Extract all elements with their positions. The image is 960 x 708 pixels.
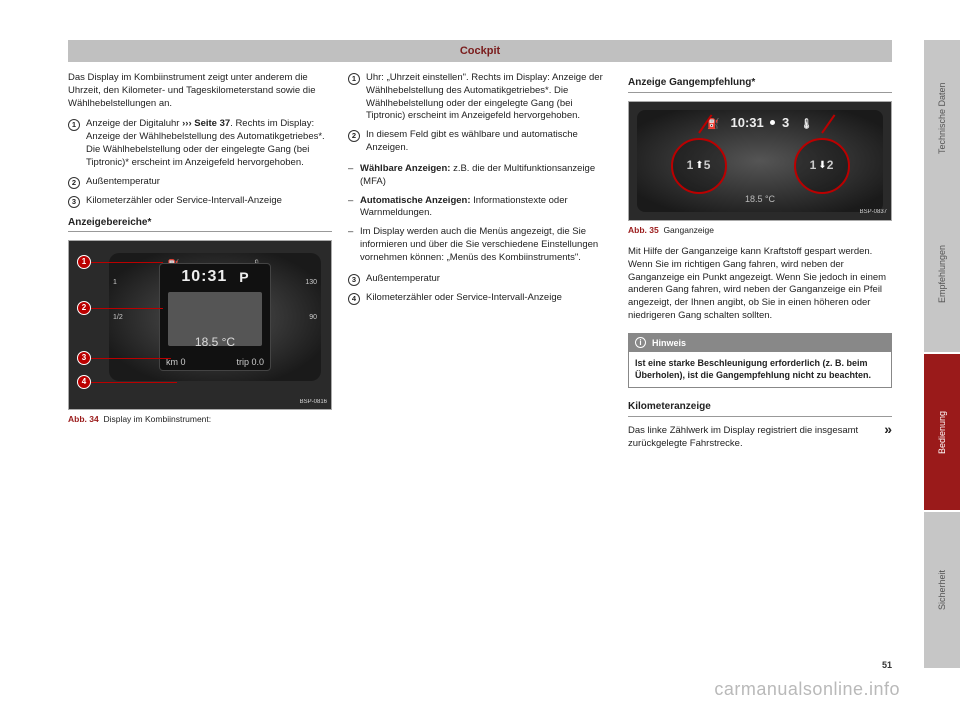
column-2: 1 Uhr: „Uhrzeit einstellen". Rechts im D…	[348, 72, 612, 458]
gear-callouts: 1 ⬆ 5 1 ⬇ 2	[637, 138, 883, 194]
body-text: Mit Hilfe der Ganganzeige kann Kraftstof…	[628, 246, 892, 323]
list-text: Kilometerzähler oder Service-Intervall-A…	[366, 292, 612, 305]
fuel-gauge: 1 1/2	[113, 273, 149, 361]
figure-caption: Abb. 34 Display im Kombiinstrument:	[68, 414, 332, 425]
circle-marker: 3	[348, 274, 360, 286]
circle-marker: 2	[68, 177, 80, 189]
temp-readout: 18.5 °C	[637, 193, 883, 205]
callout-3: 3	[77, 351, 91, 365]
dash-text: Automatische Anzeigen: Informationstexte…	[360, 195, 612, 221]
manual-page: Cockpit Das Display im Kombiinstrument z…	[68, 40, 892, 670]
figure-tag: BSP-0837	[860, 208, 887, 216]
figure-34: ⛽ 🌡 1 1/2 130 90 10:31 P	[68, 240, 332, 410]
body-text: Das linke Zählwerk im Display registrier…	[628, 425, 892, 451]
dash-text: Wählbare Anzeigen: z.B. die der Multifun…	[360, 163, 612, 189]
section-title: Kilometeranzeige	[628, 400, 892, 417]
figure-tag: BSP-0816	[300, 398, 327, 406]
section-title: Anzeigebereiche*	[68, 216, 332, 233]
list-text: Außentemperatur	[86, 176, 332, 189]
circle-marker: 1	[348, 73, 360, 85]
list-text: Anzeige der Digitaluhr ››› Seite 37. Rec…	[86, 118, 332, 169]
column-1: Das Display im Kombiinstrument zeigt unt…	[68, 72, 332, 458]
callout-4: 4	[77, 375, 91, 389]
cluster-display: 10:31 P 18.5 °C km 0 trip 0.0	[159, 263, 271, 371]
figure-caption: Abb. 35 Ganganzeige	[628, 225, 892, 236]
gear-indicator: P	[239, 268, 248, 287]
figure-35: ⛽ 10:31 3 🌡 1 ⬆ 5	[628, 101, 892, 221]
side-tabs: Technische Daten Empfehlungen Bedienung …	[924, 40, 960, 670]
temp-readout: 18.5 °C	[160, 334, 270, 350]
gear-top-row: ⛽ 10:31 3 🌡	[637, 114, 883, 132]
numbered-list-2a: 1 Uhr: „Uhrzeit einstellen". Rechts im D…	[348, 72, 612, 155]
watermark: carmanualsonline.info	[714, 679, 900, 700]
dash-marker: –	[348, 163, 360, 189]
temp-gauge: 130 90	[281, 273, 317, 361]
cross-ref: ››› Seite 37	[182, 118, 230, 129]
arrow-down-icon: ⬇	[818, 159, 826, 173]
gear-cluster: ⛽ 10:31 3 🌡 1 ⬆ 5	[637, 110, 883, 212]
circle-marker: 2	[348, 130, 360, 142]
numbered-list-2b: 3 Außentemperatur 4 Kilometerzähler oder…	[348, 273, 612, 305]
gear-circle-left: 1 ⬆ 5	[671, 138, 727, 194]
dash-marker: –	[348, 195, 360, 221]
intro-text: Das Display im Kombiinstrument zeigt unt…	[68, 72, 332, 110]
tab-operation[interactable]: Bedienung	[924, 354, 960, 512]
info-icon: i	[635, 337, 646, 348]
tab-safety[interactable]: Sicherheit	[924, 512, 960, 670]
arrow-up-icon: ⬆	[695, 159, 703, 173]
instrument-cluster: ⛽ 🌡 1 1/2 130 90 10:31 P	[109, 253, 321, 381]
coolant-icon: 🌡	[800, 119, 813, 130]
hint-header: i Hinweis	[629, 334, 891, 352]
list-text: Kilometerzähler oder Service-Intervall-A…	[86, 195, 332, 208]
numbered-list-1: 1 Anzeige der Digitaluhr ››› Seite 37. R…	[68, 118, 332, 207]
gear-circle-right: 1 ⬇ 2	[794, 138, 850, 194]
page-number: 51	[882, 660, 892, 670]
column-3: Anzeige Gangempfehlung* ⛽ 10:31 3 🌡	[628, 72, 892, 458]
tab-technical-data[interactable]: Technische Daten	[924, 40, 960, 196]
section-title: Anzeige Gangempfehlung*	[628, 76, 892, 93]
odo-label-right: trip 0.0	[236, 356, 264, 368]
dash-list: – Wählbare Anzeigen: z.B. die der Multif…	[348, 163, 612, 265]
circle-marker: 4	[348, 293, 360, 305]
dash-marker: –	[348, 226, 360, 264]
list-text: Uhr: „Uhrzeit einstellen". Rechts im Dis…	[366, 72, 612, 123]
list-text: Außentemperatur	[366, 273, 612, 286]
list-text: In diesem Feld gibt es wählbare und auto…	[366, 129, 612, 155]
clock-readout: 10:31	[181, 266, 227, 288]
gear-dot-icon	[770, 120, 775, 125]
circle-marker: 3	[68, 196, 80, 208]
dash-text: Im Display werden auch die Menüs angezei…	[360, 226, 612, 264]
continue-marker: »	[884, 420, 892, 439]
hint-box: i Hinweis Ist eine starke Beschleunigung…	[628, 333, 892, 389]
circle-marker: 1	[68, 119, 80, 131]
hint-body: Ist eine starke Beschleunigung erforderl…	[629, 352, 891, 387]
page-header: Cockpit	[68, 40, 892, 62]
callout-1: 1	[77, 255, 91, 269]
tab-recommendations[interactable]: Empfehlungen	[924, 196, 960, 354]
callout-2: 2	[77, 301, 91, 315]
